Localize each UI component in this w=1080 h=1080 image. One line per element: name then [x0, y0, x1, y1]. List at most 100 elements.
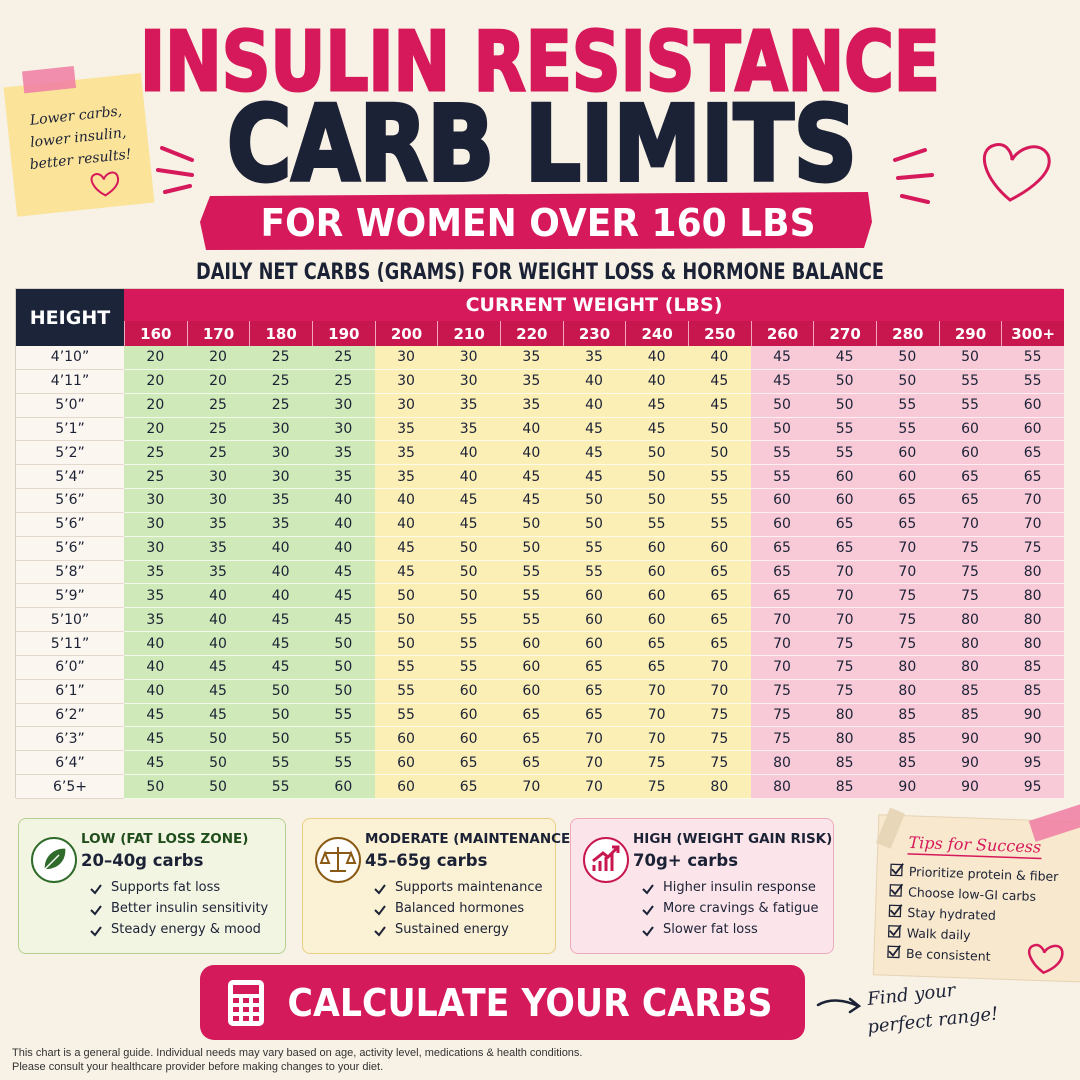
carb-cell: 45 [750, 346, 814, 370]
carb-cell: 50 [312, 680, 375, 704]
carb-cell: 20 [124, 370, 187, 394]
carb-cell: 55 [876, 394, 939, 418]
check-icon [90, 926, 102, 937]
carb-cell: 65 [1001, 441, 1064, 466]
carb-cell: 75 [625, 751, 688, 776]
legend-item: Better insulin sensitivity [111, 901, 269, 916]
height-cell: 5’9” [16, 584, 124, 609]
sticky-paper [3, 73, 155, 217]
carb-cell: 40 [374, 489, 438, 513]
legend-item: Steady energy & mood [111, 922, 261, 937]
carb-cell: 45 [688, 370, 751, 394]
carb-cell: 45 [562, 465, 626, 490]
carb-cell: 50 [813, 370, 876, 394]
carb-cell: 30 [437, 346, 500, 370]
carb-cell: 40 [124, 632, 187, 656]
carb-cell: 75 [813, 680, 876, 704]
legend-title: MODERATE (MAINTENANCE) [365, 831, 577, 847]
legend-title: HIGH (WEIGHT GAIN RISK) [633, 831, 833, 847]
carb-cell: 75 [938, 537, 1002, 561]
height-cell: 5’2” [16, 441, 124, 466]
cta-label[interactable]: CALCULATE YOUR CARBS [288, 981, 773, 1025]
height-cell: 5’1” [16, 417, 124, 442]
carb-cell: 75 [688, 704, 751, 728]
carb-cell: 50 [813, 394, 876, 418]
carb-cell: 30 [249, 441, 312, 466]
carb-cell: 45 [249, 632, 312, 656]
column-header: 280 [876, 321, 939, 346]
carb-cell: 25 [186, 394, 250, 418]
column-header: 290 [938, 321, 1002, 346]
side-note-line: Find your [865, 980, 957, 1010]
carb-cell: 40 [500, 418, 563, 442]
carb-cell: 45 [186, 656, 250, 680]
carb-cell: 30 [124, 489, 187, 513]
tips-clip [875, 807, 905, 849]
carb-cell: 35 [374, 465, 438, 490]
carb-cell: 55 [562, 561, 626, 585]
carb-cell: 60 [312, 775, 375, 799]
carb-cell: 45 [625, 418, 688, 442]
carb-cell: 60 [750, 489, 814, 513]
carb-cell: 60 [813, 489, 876, 513]
tips-check [889, 904, 903, 916]
carb-table: HEIGHT CURRENT WEIGHT (LBS) 160 170 180 190 20… [15, 288, 1064, 799]
carb-cell: 55 [562, 537, 626, 561]
carb-cell: 35 [312, 465, 375, 490]
carb-cell: 65 [688, 561, 751, 585]
height-cell: 6’5+ [16, 775, 124, 799]
carb-cell: 55 [374, 680, 438, 704]
height-cell: 6’2” [16, 703, 124, 728]
carb-cell: 65 [938, 465, 1002, 490]
carb-cell: 80 [938, 632, 1002, 656]
legend-range: 70g+ carbs [633, 851, 739, 870]
weight-header: CURRENT WEIGHT (LBS) [124, 289, 1064, 321]
footer-line: Please consult your healthcare provider … [12, 1061, 383, 1073]
tips-check [891, 863, 904, 875]
carb-cell: 60 [1001, 418, 1064, 442]
chart [592, 845, 620, 871]
carb-cell: 35 [186, 513, 250, 537]
carb-cell: 50 [249, 680, 312, 704]
carb-cell: 80 [876, 656, 939, 680]
column-header: 240 [625, 321, 688, 346]
banner-text: FOR WOMEN OVER 160 LBS [261, 201, 816, 245]
carb-cell: 35 [374, 418, 438, 442]
carb-cell: 55 [374, 656, 438, 680]
carb-cell: 40 [124, 680, 187, 704]
carb-cell: 40 [625, 370, 688, 394]
carb-cell: 40 [562, 394, 626, 418]
carb-cell: 55 [437, 656, 500, 680]
carb-cell: 70 [813, 561, 876, 585]
carb-cell: 35 [249, 489, 312, 513]
carb-cell: 65 [625, 656, 688, 680]
tips-checkbox [890, 863, 903, 877]
carb-cell: 55 [813, 441, 876, 466]
carb-cell: 40 [500, 441, 563, 466]
carb-cell: 55 [813, 418, 876, 442]
carb-cell: 45 [249, 656, 312, 680]
carb-cell: 75 [750, 727, 814, 752]
carb-cell: 35 [374, 441, 438, 466]
carb-cell: 45 [437, 489, 500, 513]
carb-cell: 60 [625, 608, 688, 633]
tips-note: Tips for Success Prioritize protein & fib… [872, 802, 1080, 983]
carb-cell: 45 [562, 418, 626, 442]
carb-cell: 75 [938, 584, 1002, 609]
carb-cell: 40 [625, 346, 688, 370]
carb-cell: 50 [186, 727, 250, 752]
carb-cell: 50 [688, 441, 751, 466]
carb-cell: 70 [625, 727, 688, 752]
carb-cell: 80 [750, 751, 814, 776]
carb-cell: 65 [688, 608, 751, 633]
cta-button[interactable] [200, 965, 805, 1040]
carb-cell: 65 [562, 704, 626, 728]
carb-cell: 60 [625, 561, 688, 585]
carb-cell: 45 [500, 489, 563, 513]
carb-cell: 30 [124, 513, 187, 537]
check-icon [642, 884, 654, 895]
carb-cell: 85 [938, 704, 1002, 728]
carb-cell: 55 [500, 584, 563, 609]
height-cell: 4’11” [16, 369, 124, 394]
